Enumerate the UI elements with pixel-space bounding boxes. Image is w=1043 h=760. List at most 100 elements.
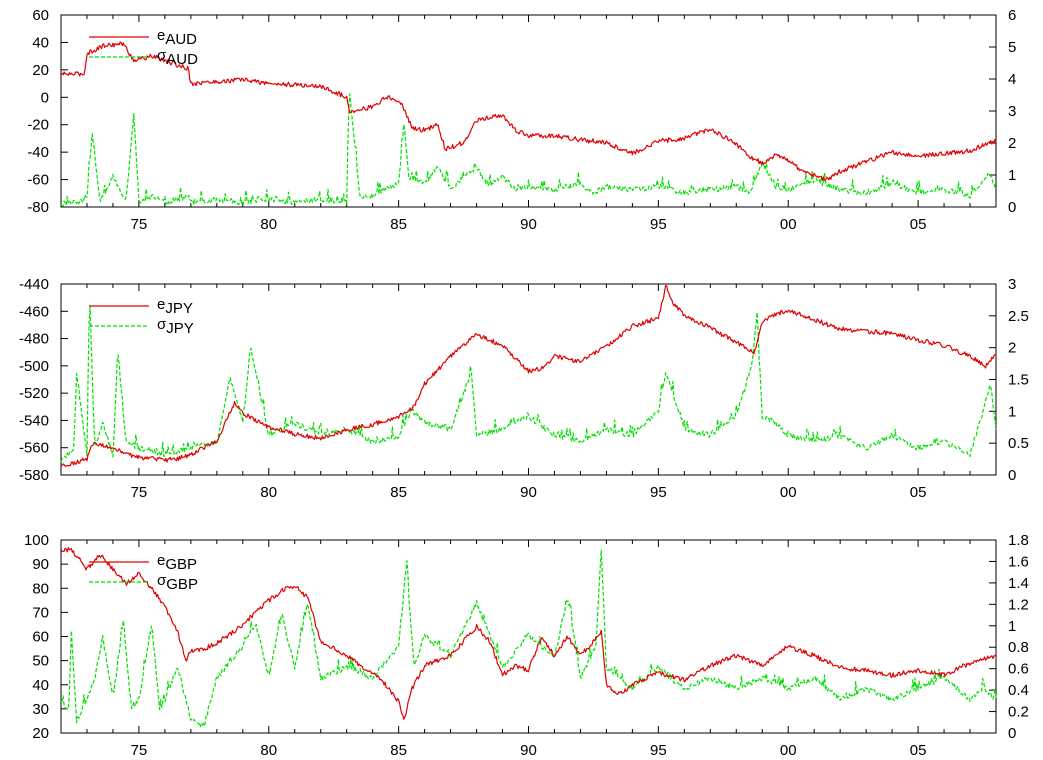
left-tick-label: -500	[19, 358, 49, 375]
right-tick-label: 0.8	[1008, 639, 1029, 656]
legend-subscript: GBP	[166, 576, 198, 593]
right-tick-label: 1	[1008, 403, 1016, 420]
left-tick-label: 0	[41, 89, 49, 106]
x-tick-label: 90	[520, 484, 537, 501]
series-e-line	[60, 285, 997, 467]
right-tick-label: 0.5	[1008, 435, 1029, 452]
left-tick-label: 20	[32, 62, 49, 79]
left-tick-label: -560	[19, 440, 49, 457]
series-sigma-line	[60, 549, 997, 728]
panel-1: -80 -60 -40 -20 0 20 40 60 0 1 2 3 4 5 6 75 80 85 90 95 00 05…	[27, 7, 1016, 233]
right-tick-label: 3	[1008, 276, 1016, 293]
right-tick-label: 0.6	[1008, 661, 1029, 678]
panel-3: 20 30 40 50 60 70 80 90 100 0 0.2 0.4 0.6 0.8 1 1.2 1.4 1…	[24, 532, 1029, 759]
left-tick-label: -20	[27, 117, 49, 134]
left-tick-label: 70	[32, 604, 49, 621]
legend-subscript: AUD	[166, 51, 198, 68]
x-tick-label: 90	[520, 742, 537, 759]
x-tick-label: 90	[520, 216, 537, 233]
left-tick-label: -540	[19, 412, 49, 429]
right-tick-label: 0.4	[1008, 682, 1029, 699]
legend-subscript: GBP	[165, 556, 197, 573]
left-tick-label: -40	[27, 144, 49, 161]
x-tick-label: 80	[260, 484, 277, 501]
right-tick-label: 3	[1008, 103, 1016, 120]
x-tick-label: 05	[910, 216, 927, 233]
right-tick-label: 2	[1008, 340, 1016, 357]
legend-sigma-label: σGBP	[157, 572, 198, 593]
x-tick-label: 95	[650, 742, 667, 759]
left-tick-label: 60	[32, 7, 49, 24]
legend-symbol: σ	[157, 316, 167, 333]
x-tick-label: 85	[390, 742, 407, 759]
legend-e-label: eJPY	[157, 296, 193, 317]
legend-sigma-label: σAUD	[157, 47, 198, 68]
plot-frame	[60, 283, 997, 476]
left-tick-label: -440	[19, 276, 49, 293]
legend-sigma-label: σJPY	[157, 316, 194, 337]
legend-subscript: AUD	[165, 31, 197, 48]
right-tick-label: 1	[1008, 167, 1016, 184]
right-tick-label: 2.5	[1008, 308, 1029, 325]
right-tick-label: 0.2	[1008, 704, 1029, 721]
x-tick-label: 05	[910, 484, 927, 501]
x-tick-label: 00	[780, 216, 797, 233]
legend-e-label: eAUD	[157, 27, 197, 48]
right-tick-label: 1.4	[1008, 575, 1029, 592]
legend-symbol: σ	[157, 47, 167, 64]
left-tick-label: -480	[19, 331, 49, 348]
left-tick-label: -580	[19, 467, 49, 484]
legend-e-label: eGBP	[157, 552, 197, 573]
series-e-line	[61, 41, 997, 181]
x-tick-label: 80	[260, 216, 277, 233]
x-tick-label: 05	[910, 742, 927, 759]
right-tick-label: 1.8	[1008, 532, 1029, 549]
right-tick-label: 4	[1008, 71, 1016, 88]
left-tick-label: -60	[27, 172, 49, 189]
legend-symbol: σ	[157, 572, 167, 589]
right-tick-label: 0	[1008, 725, 1016, 742]
x-tick-label: 00	[780, 742, 797, 759]
right-tick-label: 5	[1008, 39, 1016, 56]
left-tick-label: -520	[19, 385, 49, 402]
x-tick-label: 95	[650, 216, 667, 233]
x-tick-label: 75	[131, 484, 148, 501]
left-tick-label: 90	[32, 556, 49, 573]
left-tick-label: 20	[32, 725, 49, 742]
right-tick-label: 1.2	[1008, 596, 1029, 613]
left-tick-label: 100	[24, 532, 49, 549]
legend-symbol: e	[157, 552, 165, 569]
x-tick-label: 80	[260, 742, 277, 759]
x-tick-label: 95	[650, 484, 667, 501]
left-tick-label: 30	[32, 701, 49, 718]
series-sigma-line	[60, 93, 997, 207]
plot-frame	[60, 14, 997, 208]
legend-subscript: JPY	[166, 320, 194, 337]
x-tick-label: 00	[780, 484, 797, 501]
legend-symbol: e	[157, 27, 165, 44]
x-tick-label: 75	[131, 742, 148, 759]
right-tick-label: 1	[1008, 618, 1016, 635]
plot-frame	[60, 539, 997, 734]
panel-2: -580 -560 -540 -520 -500 -480 -460 -440 0 0.5 1 1.5…	[19, 276, 1029, 501]
left-tick-label: -80	[27, 199, 49, 216]
x-tick-label: 75	[131, 216, 148, 233]
left-tick-label: -460	[19, 303, 49, 320]
series-sigma-line	[60, 305, 997, 462]
right-tick-label: 0	[1008, 199, 1016, 216]
right-tick-label: 1.6	[1008, 553, 1029, 570]
x-tick-label: 85	[390, 484, 407, 501]
left-tick-label: 50	[32, 653, 49, 670]
left-tick-label: 40	[32, 677, 49, 694]
left-tick-label: 60	[32, 629, 49, 646]
right-tick-label: 1.5	[1008, 372, 1029, 389]
right-tick-label: 2	[1008, 135, 1016, 152]
left-tick-label: 80	[32, 580, 49, 597]
left-tick-label: 40	[32, 34, 49, 51]
right-tick-label: 0	[1008, 467, 1016, 484]
series-e-line	[60, 547, 997, 720]
x-tick-label: 85	[390, 216, 407, 233]
legend-symbol: e	[157, 296, 165, 313]
right-tick-label: 6	[1008, 7, 1016, 24]
